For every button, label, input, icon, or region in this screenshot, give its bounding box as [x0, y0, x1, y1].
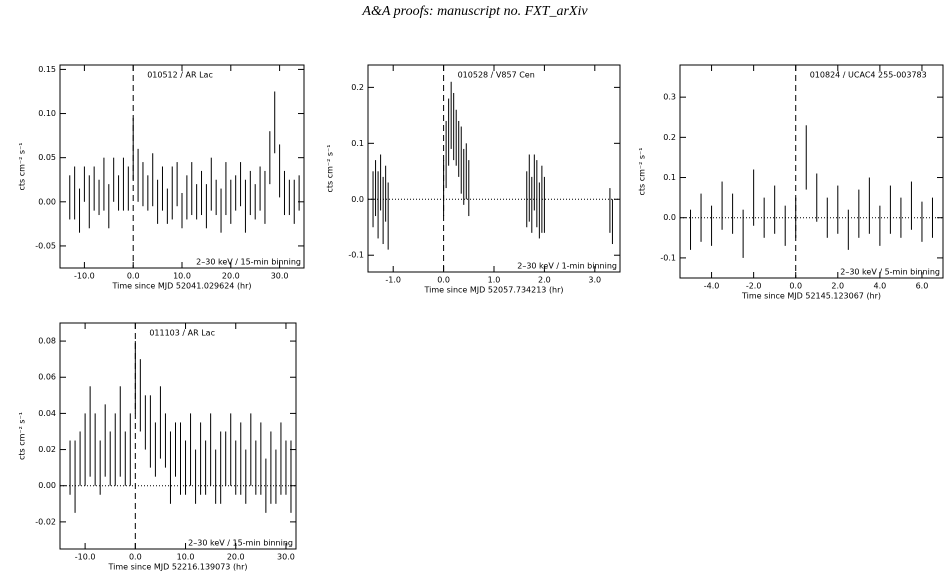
panel-annotation: 2–30 keV / 15-min binning [188, 539, 293, 548]
y-tick-label: 0.05 [38, 153, 56, 162]
x-tick-label: 3.0 [588, 276, 601, 285]
x-tick-label: -10.0 [74, 272, 95, 281]
x-tick-label: 0.0 [129, 553, 142, 562]
panel-title: 010512 / AR Lac [147, 71, 213, 80]
x-tick-label: 6.0 [916, 282, 929, 291]
panel-annotation: 2–30 keV / 15-min binning [196, 258, 301, 267]
x-tick-label: 4.0 [874, 282, 887, 291]
y-tick-label: 0.0 [663, 213, 676, 222]
panel-annotation: 2–30 keV / 1-min binning [517, 262, 617, 271]
plot-frame [679, 64, 944, 279]
x-tick-label: -2.0 [746, 282, 762, 291]
x-tick-label: 1.0 [488, 276, 501, 285]
y-tick-label: 0.1 [663, 173, 676, 182]
y-axis-label: cts cm⁻² s⁻¹ [326, 144, 335, 192]
x-tick-label: 20.0 [222, 272, 240, 281]
x-tick-label: 10.0 [177, 553, 195, 562]
plot-frame [59, 64, 305, 269]
y-tick-label: -0.1 [348, 251, 364, 260]
x-tick-label: 0.0 [789, 282, 802, 291]
panel-title: 010528 / V857 Cen [458, 71, 535, 80]
x-tick-label: 2.0 [538, 276, 551, 285]
y-tick-label: 0.00 [38, 197, 56, 206]
y-tick-label: 0.06 [38, 373, 56, 382]
y-tick-label: 0.02 [38, 445, 56, 454]
x-tick-label: 20.0 [227, 553, 245, 562]
panel: -1.0 0.0 1.0 2.0 3.0 -0.1 0.0 0.1 0.2 010528 / V8… [326, 64, 621, 295]
x-tick-label: -4.0 [704, 282, 720, 291]
x-tick-label: 2.0 [831, 282, 844, 291]
y-tick-label: 0.04 [38, 409, 56, 418]
panel: -4.0 -2.0 0.0 2.0 4.0 6.0 -0.1 0.0 0.1 0.2 0.3 0108… [638, 64, 944, 301]
x-tick-label: -1.0 [385, 276, 401, 285]
panel-annotation: 2–30 keV / 5-min binning [840, 268, 940, 277]
x-axis-label: Time since MJD 52145.123067 (hr) [741, 292, 881, 301]
y-axis-label: cts cm⁻² s⁻¹ [18, 142, 27, 190]
y-tick-label: -0.05 [35, 241, 56, 250]
y-tick-label: 0.2 [351, 83, 364, 92]
y-tick-label: 0.1 [351, 139, 364, 148]
x-axis-label: Time since MJD 52057.734213 (hr) [423, 286, 563, 295]
y-tick-label: 0.08 [38, 337, 56, 346]
x-tick-label: 0.0 [127, 272, 140, 281]
y-tick-label: 0.15 [38, 65, 56, 74]
panel: -10.0 0.0 10.0 20.0 30.0 -0.02 0.00 0.02 0.04 0.0… [18, 322, 297, 572]
y-tick-label: 0.0 [351, 195, 364, 204]
x-axis-label: Time since MJD 52216.139073 (hr) [107, 563, 247, 572]
panel: -10.0 0.0 10.0 20.0 30.0 -0.05 0.00 0.05 0.10 0.1… [18, 64, 305, 291]
y-axis-label: cts cm⁻² s⁻¹ [638, 147, 647, 195]
y-tick-label: 0.3 [663, 93, 676, 102]
x-tick-label: 10.0 [173, 272, 191, 281]
page-header: A&A proofs: manuscript no. FXT_arXiv [361, 4, 588, 19]
panel-title: 011103 / AR Lac [149, 329, 215, 338]
x-tick-label: -10.0 [75, 553, 96, 562]
y-tick-label: -0.02 [35, 517, 56, 526]
y-axis-label: cts cm⁻² s⁻¹ [18, 412, 27, 460]
x-tick-label: 30.0 [277, 553, 295, 562]
y-tick-label: 0.10 [38, 109, 56, 118]
plot-frame [59, 322, 297, 550]
panel-title: 010824 / UCAC4 255-003783 [810, 71, 927, 80]
y-tick-label: 0.2 [663, 133, 676, 142]
y-tick-label: -0.1 [660, 253, 676, 262]
x-tick-label: 30.0 [271, 272, 289, 281]
plot-frame [367, 64, 621, 273]
x-tick-label: 0.0 [437, 276, 450, 285]
y-tick-label: 0.00 [38, 481, 56, 490]
x-axis-label: Time since MJD 52041.029624 (hr) [111, 282, 251, 291]
